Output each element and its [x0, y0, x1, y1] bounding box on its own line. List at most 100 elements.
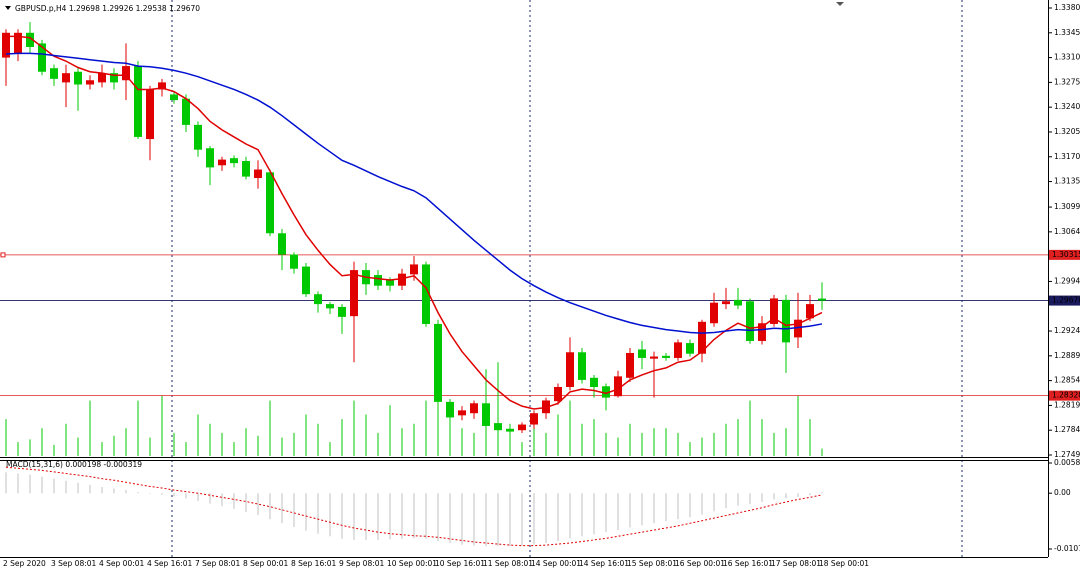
candle-body — [794, 319, 802, 338]
indicator-title: MACD(15,31,6) 0.000198 -0.000319 — [6, 460, 142, 469]
y-tick-label: 1.31700 — [1054, 152, 1080, 161]
x-tick-label: 7 Sep 08:01 — [195, 559, 241, 568]
candle-body — [230, 158, 238, 164]
candle-body — [242, 161, 250, 177]
candle-body — [38, 43, 46, 72]
moving-average — [5, 52, 823, 334]
candle-body — [626, 352, 634, 378]
candle-body — [194, 124, 202, 150]
x-tick-label: 18 Sep 00:01 — [819, 559, 869, 568]
candle-body — [614, 376, 622, 397]
level-tag — [1049, 295, 1080, 306]
candle-body — [2, 32, 10, 58]
candle-body — [470, 403, 478, 414]
y-tick-label: 1.30640 — [1054, 227, 1080, 236]
x-tick-label: 15 Sep 08:01 — [627, 559, 677, 568]
candle-body — [602, 386, 610, 398]
candle-body — [74, 71, 82, 85]
candle-body — [650, 356, 658, 359]
y-tick-label: 1.33800 — [1054, 3, 1080, 12]
candle-body — [350, 270, 358, 317]
shift-marker — [836, 2, 844, 6]
candle-body — [578, 352, 586, 380]
y-tick-label: 1.33450 — [1054, 28, 1080, 37]
candle-body — [206, 148, 214, 168]
candle-body — [530, 413, 538, 425]
candle-body — [218, 159, 226, 166]
x-tick-label: 16 Sep 16:01 — [723, 559, 773, 568]
y-tick-label: 1.33100 — [1054, 53, 1080, 62]
y-tick-label: 0.00 — [1054, 488, 1071, 497]
candle-body — [698, 321, 706, 354]
y-tick-label: 1.31350 — [1054, 177, 1080, 186]
candle-body — [734, 299, 742, 306]
x-tick-label: 16 Sep 00:01 — [675, 559, 725, 568]
x-tick-label: 10 Sep 00:01 — [387, 559, 437, 568]
x-tick-label: 8 Sep 00:01 — [243, 559, 289, 568]
candle-body — [326, 304, 334, 309]
level-label: 1.29670 — [1052, 296, 1080, 305]
y-tick-label: 1.28190 — [1054, 400, 1080, 409]
y-tick-label: 1.32750 — [1054, 77, 1080, 86]
level-tag — [1049, 249, 1080, 260]
candle-body — [338, 306, 346, 317]
level-label: 1.30315 — [1052, 250, 1080, 259]
candle-body — [482, 403, 490, 426]
x-tick-label: 3 Sep 08:01 — [51, 559, 97, 568]
x-tick-label: 9 Sep 08:01 — [339, 559, 385, 568]
candle-body — [446, 401, 454, 418]
candle-body — [278, 233, 286, 255]
candle-body — [662, 355, 670, 358]
candle-body — [302, 266, 310, 295]
candle-body — [134, 66, 142, 137]
candle-body — [290, 254, 298, 269]
y-tick-label: 1.29940 — [1054, 276, 1080, 285]
candle-body — [686, 343, 694, 354]
y-tick-label: 1.27840 — [1054, 425, 1080, 434]
candle-body — [506, 428, 514, 432]
candle-body — [566, 352, 574, 387]
candle-body — [50, 68, 58, 79]
candle-body — [722, 301, 730, 305]
moving-average — [6, 35, 823, 410]
y-tick-label: 1.29240 — [1054, 326, 1080, 335]
x-tick-label: 2 Sep 2020 — [3, 559, 46, 568]
candle-body — [494, 423, 502, 431]
candle-body — [122, 66, 130, 81]
candle-body — [374, 275, 382, 286]
candle-body — [554, 386, 562, 402]
candle-body — [746, 301, 754, 341]
candle-body — [254, 169, 262, 179]
menu-arrow — [5, 6, 11, 10]
candle-body — [26, 32, 34, 47]
level-label: 1.28328 — [1052, 391, 1080, 400]
candle-body — [422, 264, 430, 324]
x-tick-label: 14 Sep 16:01 — [579, 559, 629, 568]
candle-body — [410, 264, 418, 275]
candle-body — [818, 298, 826, 301]
candle-body — [182, 98, 190, 125]
candle-body — [170, 94, 178, 101]
candle-body — [710, 302, 718, 324]
candle-body — [158, 82, 166, 90]
candle-body — [770, 298, 778, 324]
x-tick-label: 4 Sep 16:01 — [147, 559, 193, 568]
y-tick-label: -0.01075 — [1054, 544, 1080, 553]
candle-body — [146, 89, 154, 140]
level-marker — [0, 252, 6, 258]
candle-body — [434, 323, 442, 402]
y-tick-label: 1.32400 — [1054, 102, 1080, 111]
candle-body — [782, 299, 790, 343]
y-tick-label: 1.30990 — [1054, 202, 1080, 211]
candle-body — [674, 342, 682, 358]
candle-body — [266, 172, 274, 234]
y-tick-label: 1.28890 — [1054, 351, 1080, 360]
candle-body — [98, 73, 106, 83]
candle-body — [386, 280, 394, 286]
x-tick-label: 10 Sep 16:01 — [435, 559, 485, 568]
candle-body — [758, 323, 766, 341]
candle-body — [110, 73, 118, 83]
x-tick-label: 14 Sep 00:01 — [531, 559, 581, 568]
